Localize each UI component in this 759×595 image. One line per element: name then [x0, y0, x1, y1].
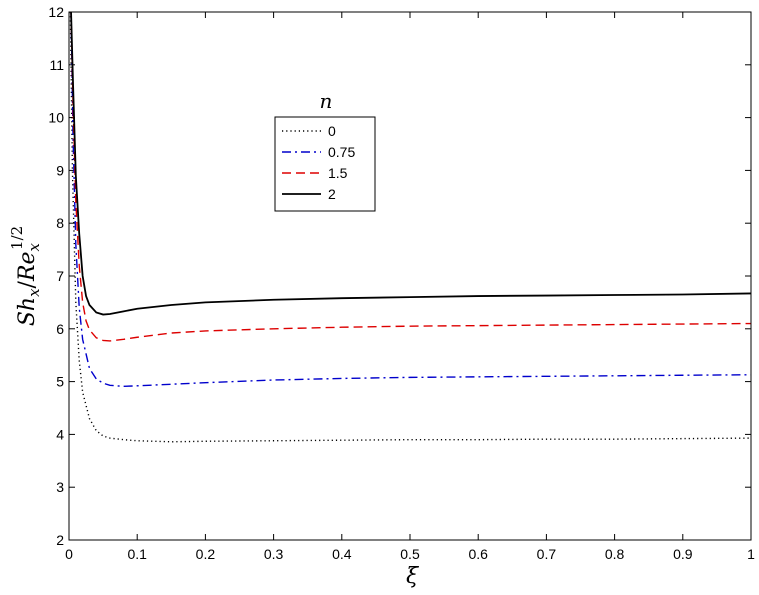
y-tick-label: 3 [56, 479, 64, 495]
y-tick-label: 7 [56, 268, 64, 284]
x-tick-label: 0.6 [468, 546, 488, 562]
legend: n 0 0.75 1.5 2 [274, 89, 376, 212]
y-tick-label: 11 [49, 57, 64, 73]
legend-label-3: 2 [328, 186, 336, 202]
x-tick-label: 0.8 [605, 546, 625, 562]
y-label-base: Sh [15, 297, 40, 326]
legend-items: 0 0.75 1.5 2 [282, 123, 355, 202]
series-line-2 [70, 12, 751, 342]
y-tick-label: 9 [56, 162, 64, 178]
axis-ticks: 0 0.1 0.2 0.3 0.4 0.5 0.6 0.7 0.8 0.9 123456789101… [48, 4, 755, 562]
y-label-denom-sup: 1/2 [8, 226, 26, 250]
x-tick-label: 0.1 [127, 546, 147, 562]
x-tick-label: 0.2 [196, 546, 216, 562]
series-line-1 [70, 12, 751, 388]
y-tick-label: 12 [48, 4, 64, 20]
x-tick-label: 0.7 [537, 546, 557, 562]
y-label-denom-sub: x [25, 242, 43, 251]
legend-title: n [320, 89, 333, 113]
y-tick-label: 2 [56, 532, 64, 548]
x-tick-label: 0.3 [264, 546, 284, 562]
plot-frame [68, 11, 752, 541]
x-tick-label: 1 [747, 546, 755, 562]
y-tick-label: 8 [56, 215, 64, 231]
legend-label-1: 0.75 [328, 144, 355, 160]
y-tick-label: 6 [56, 321, 64, 337]
legend-label-2: 1.5 [328, 165, 348, 181]
x-tick-label: 0.5 [400, 546, 420, 562]
y-label-base-sub: x [25, 288, 43, 297]
y-tick-label: 5 [56, 374, 64, 390]
y-axis-label: Shx/Rex1/2 [8, 226, 43, 326]
x-tick-label: 0.9 [673, 546, 693, 562]
y-tick-label: 10 [48, 110, 64, 126]
x-tick-label: 0 [65, 546, 73, 562]
series-line-3 [70, 12, 751, 316]
x-tick-label: 0.4 [332, 546, 352, 562]
x-axis-label: ξ [406, 564, 420, 589]
legend-box [274, 116, 376, 212]
y-label-slash: / [15, 280, 40, 288]
legend-label-0: 0 [328, 123, 336, 139]
series-layer [69, 12, 751, 443]
y-tick-label: 4 [56, 426, 64, 442]
y-label-denom: Re [15, 251, 40, 282]
